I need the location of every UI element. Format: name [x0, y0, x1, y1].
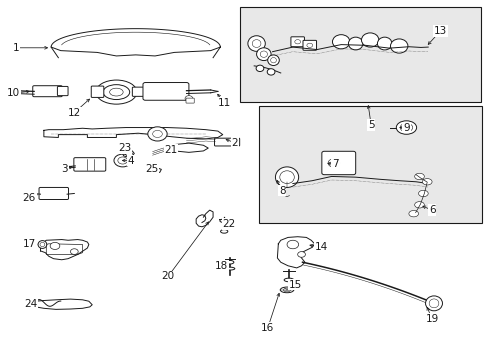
- Text: 11: 11: [217, 98, 230, 108]
- Circle shape: [126, 152, 133, 157]
- Ellipse shape: [361, 33, 378, 47]
- Text: 4: 4: [127, 156, 134, 166]
- FancyBboxPatch shape: [290, 37, 304, 47]
- Ellipse shape: [280, 287, 293, 293]
- Ellipse shape: [425, 296, 442, 311]
- Ellipse shape: [225, 260, 233, 264]
- FancyBboxPatch shape: [185, 98, 194, 103]
- Ellipse shape: [109, 88, 123, 96]
- Circle shape: [297, 252, 305, 257]
- Text: 16: 16: [261, 323, 274, 333]
- FancyBboxPatch shape: [214, 138, 239, 146]
- Ellipse shape: [377, 37, 391, 50]
- Circle shape: [50, 242, 60, 249]
- Circle shape: [306, 43, 312, 48]
- Text: 6: 6: [428, 205, 434, 215]
- Ellipse shape: [267, 55, 279, 66]
- Text: 2: 2: [231, 138, 238, 148]
- Ellipse shape: [247, 36, 265, 51]
- Ellipse shape: [283, 288, 290, 291]
- Text: 7: 7: [331, 159, 338, 169]
- Ellipse shape: [422, 179, 431, 185]
- Ellipse shape: [390, 39, 407, 53]
- Ellipse shape: [418, 190, 427, 197]
- Ellipse shape: [266, 69, 274, 75]
- Text: 5: 5: [367, 120, 374, 130]
- Circle shape: [294, 40, 300, 44]
- FancyBboxPatch shape: [57, 86, 68, 96]
- Ellipse shape: [408, 211, 418, 217]
- Text: 25: 25: [145, 165, 158, 174]
- Text: 22: 22: [222, 219, 235, 229]
- Ellipse shape: [96, 80, 137, 104]
- Ellipse shape: [256, 65, 264, 72]
- Ellipse shape: [252, 40, 261, 48]
- Text: 24: 24: [24, 299, 38, 309]
- Ellipse shape: [279, 171, 294, 184]
- Circle shape: [118, 157, 127, 164]
- FancyBboxPatch shape: [321, 151, 355, 175]
- Ellipse shape: [103, 85, 129, 100]
- Ellipse shape: [348, 37, 362, 50]
- Text: 8: 8: [278, 186, 285, 195]
- Text: 13: 13: [433, 26, 446, 36]
- Ellipse shape: [256, 48, 270, 60]
- Text: 17: 17: [23, 239, 36, 249]
- Ellipse shape: [428, 299, 438, 308]
- Ellipse shape: [395, 121, 416, 134]
- Text: 9: 9: [402, 122, 409, 132]
- Text: 23: 23: [118, 143, 131, 153]
- Text: 1: 1: [13, 43, 20, 53]
- Circle shape: [327, 159, 339, 167]
- Text: 19: 19: [425, 314, 438, 324]
- Text: 14: 14: [315, 242, 328, 252]
- Text: 3: 3: [61, 165, 68, 174]
- Text: 18: 18: [214, 261, 227, 271]
- Circle shape: [70, 249, 78, 255]
- Text: 15: 15: [288, 280, 301, 289]
- FancyBboxPatch shape: [74, 158, 105, 171]
- Circle shape: [114, 154, 131, 167]
- FancyBboxPatch shape: [33, 86, 62, 97]
- Text: 26: 26: [23, 193, 36, 203]
- Ellipse shape: [275, 167, 298, 188]
- Circle shape: [147, 127, 167, 141]
- Ellipse shape: [220, 230, 227, 233]
- FancyBboxPatch shape: [91, 86, 103, 98]
- Ellipse shape: [403, 126, 408, 129]
- Circle shape: [184, 96, 192, 101]
- Ellipse shape: [284, 278, 293, 282]
- Text: 21: 21: [164, 145, 177, 155]
- Ellipse shape: [40, 242, 45, 247]
- Ellipse shape: [224, 267, 234, 270]
- Circle shape: [286, 240, 298, 249]
- Ellipse shape: [260, 51, 267, 57]
- Ellipse shape: [38, 240, 47, 248]
- Text: 12: 12: [67, 108, 81, 118]
- Circle shape: [148, 168, 154, 173]
- Bar: [259, 105, 481, 222]
- Ellipse shape: [399, 123, 412, 132]
- FancyBboxPatch shape: [142, 82, 188, 100]
- FancyBboxPatch shape: [132, 87, 146, 96]
- Text: 20: 20: [161, 271, 174, 282]
- Bar: [239, 7, 480, 102]
- FancyBboxPatch shape: [303, 40, 316, 50]
- Ellipse shape: [270, 58, 276, 63]
- Ellipse shape: [332, 35, 349, 49]
- Ellipse shape: [220, 219, 228, 222]
- Ellipse shape: [414, 173, 424, 180]
- Circle shape: [152, 130, 162, 138]
- Ellipse shape: [414, 202, 424, 208]
- Text: 10: 10: [7, 88, 20, 98]
- FancyBboxPatch shape: [39, 188, 68, 199]
